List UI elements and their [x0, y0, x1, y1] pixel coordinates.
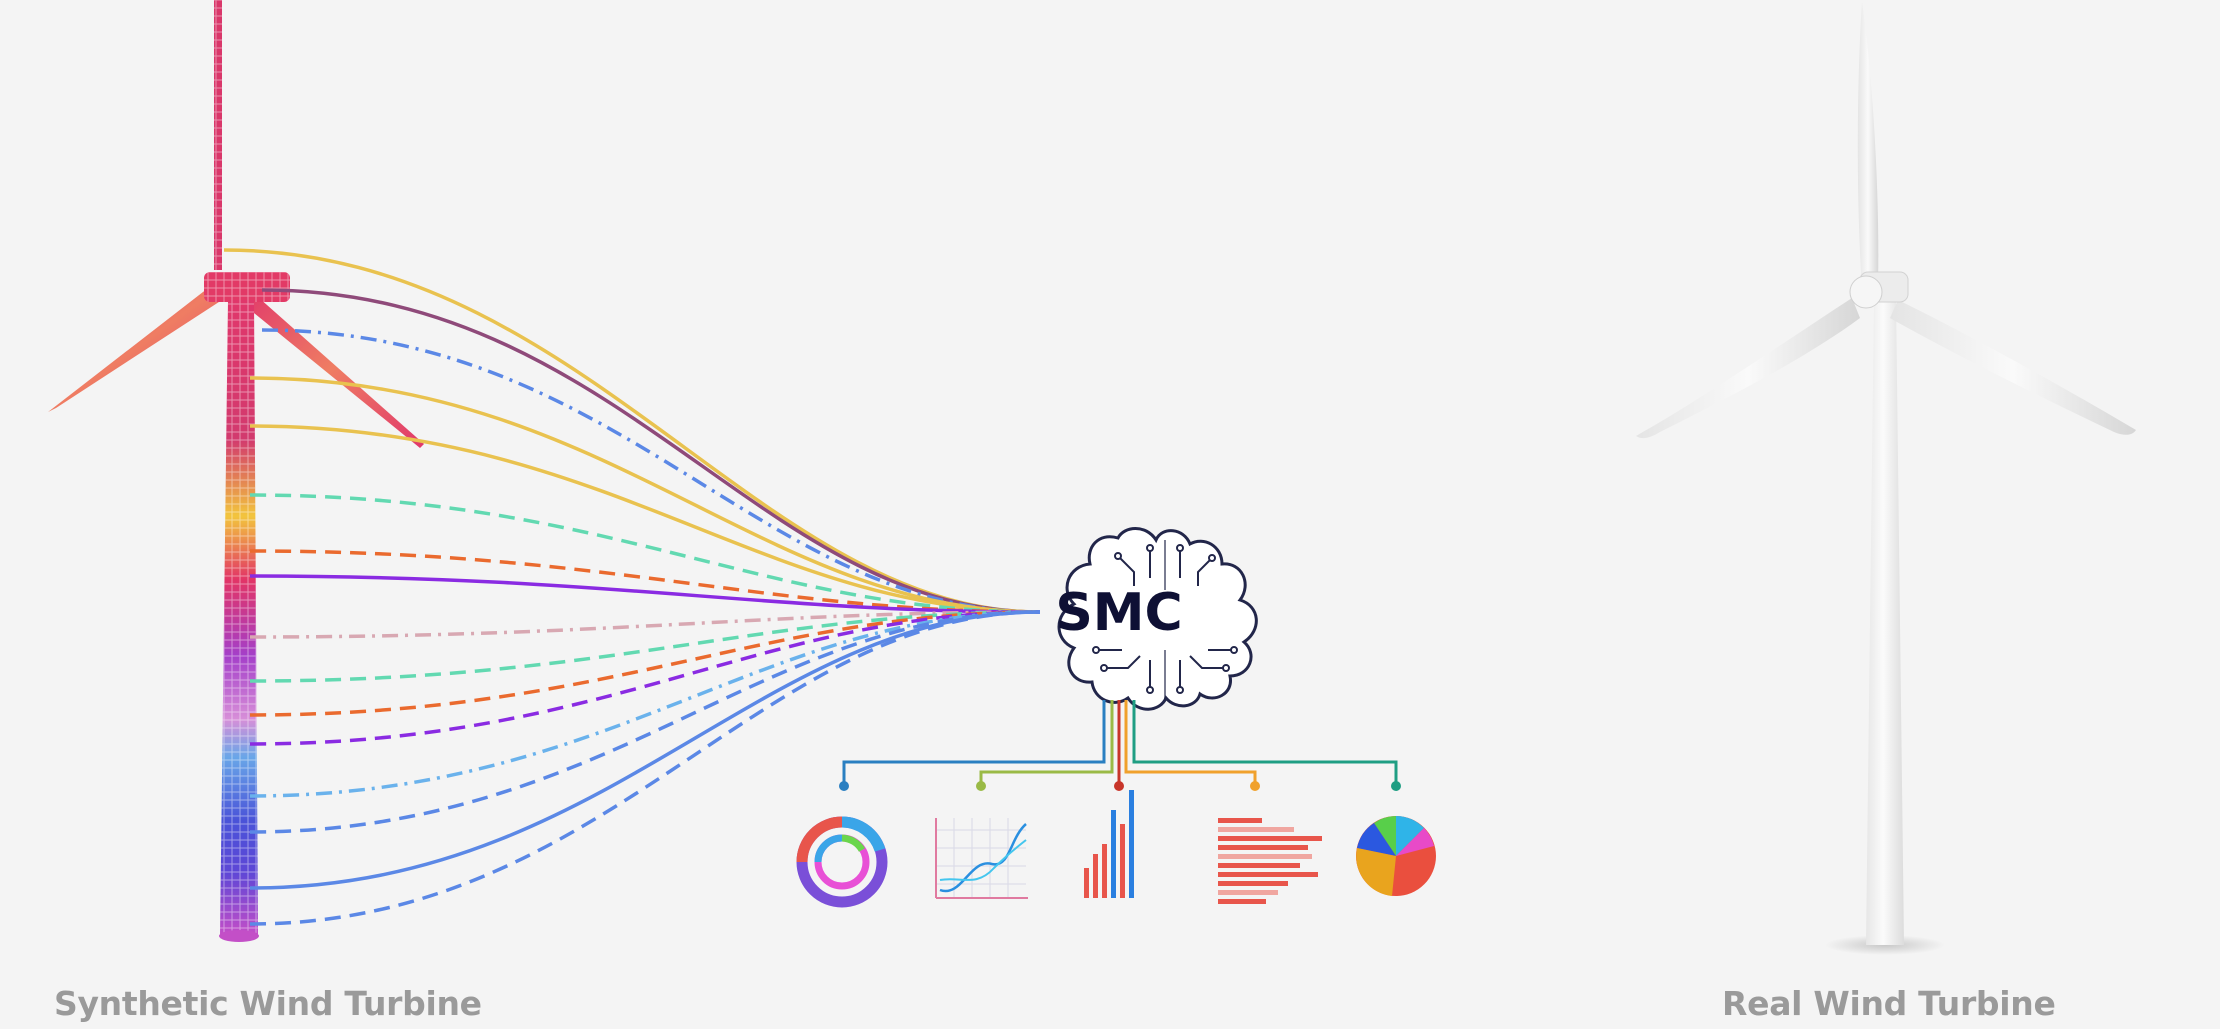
sensor-line	[249, 424, 1041, 614]
sensor-line	[249, 574, 1041, 614]
sensor-lines	[223, 248, 1041, 926]
branch-node	[1114, 781, 1124, 791]
sensor-line	[249, 610, 1041, 746]
sensor-line	[249, 610, 1041, 834]
real-blade-top	[1857, 2, 1879, 290]
branch-node	[976, 781, 986, 791]
smc-label: SMC	[1055, 583, 1182, 643]
donut-chart-icon	[796, 816, 888, 908]
horizontal-bar-chart-icon	[1218, 818, 1322, 904]
pie-chart-icon	[1356, 816, 1436, 896]
sensor-line	[249, 610, 1041, 890]
branch-line	[979, 700, 1114, 782]
sensor-line	[249, 549, 1041, 614]
synthetic-wind-turbine	[48, 0, 424, 942]
sensor-line	[249, 493, 1041, 614]
bar-chart-icon	[1084, 790, 1134, 898]
real-hub	[1849, 275, 1883, 309]
synthetic-blade-right	[238, 290, 424, 448]
sensor-line	[249, 610, 1041, 683]
synthetic-base	[219, 930, 259, 942]
sensor-line	[249, 610, 1041, 798]
real-wind-turbine	[1636, 2, 2136, 955]
sensor-line	[249, 610, 1041, 639]
real-blade-left	[1636, 298, 1860, 439]
synthetic-turbine-caption: Synthetic Wind Turbine	[54, 984, 482, 1023]
sensor-line	[249, 376, 1041, 614]
brain-outline	[1057, 527, 1258, 711]
branch-node	[839, 781, 849, 791]
branch-node	[1391, 781, 1401, 791]
brain-circuit-traces	[1092, 540, 1238, 700]
sensor-line	[249, 610, 1041, 926]
sensor-line	[261, 328, 1041, 614]
synthetic-blade-left	[48, 285, 222, 412]
smc-brain-hub: SMC	[1055, 527, 1258, 711]
branch-line	[1132, 700, 1398, 782]
branch-connectors	[839, 700, 1401, 791]
real-tower	[1866, 300, 1904, 945]
sensor-line	[261, 288, 1041, 614]
branch-line	[1124, 700, 1257, 782]
line-graph-icon	[935, 818, 1028, 899]
branch-line	[842, 700, 1106, 782]
branch-node	[1250, 781, 1260, 791]
real-turbine-caption: Real Wind Turbine	[1722, 984, 2056, 1023]
real-blade-right	[1890, 300, 2136, 435]
